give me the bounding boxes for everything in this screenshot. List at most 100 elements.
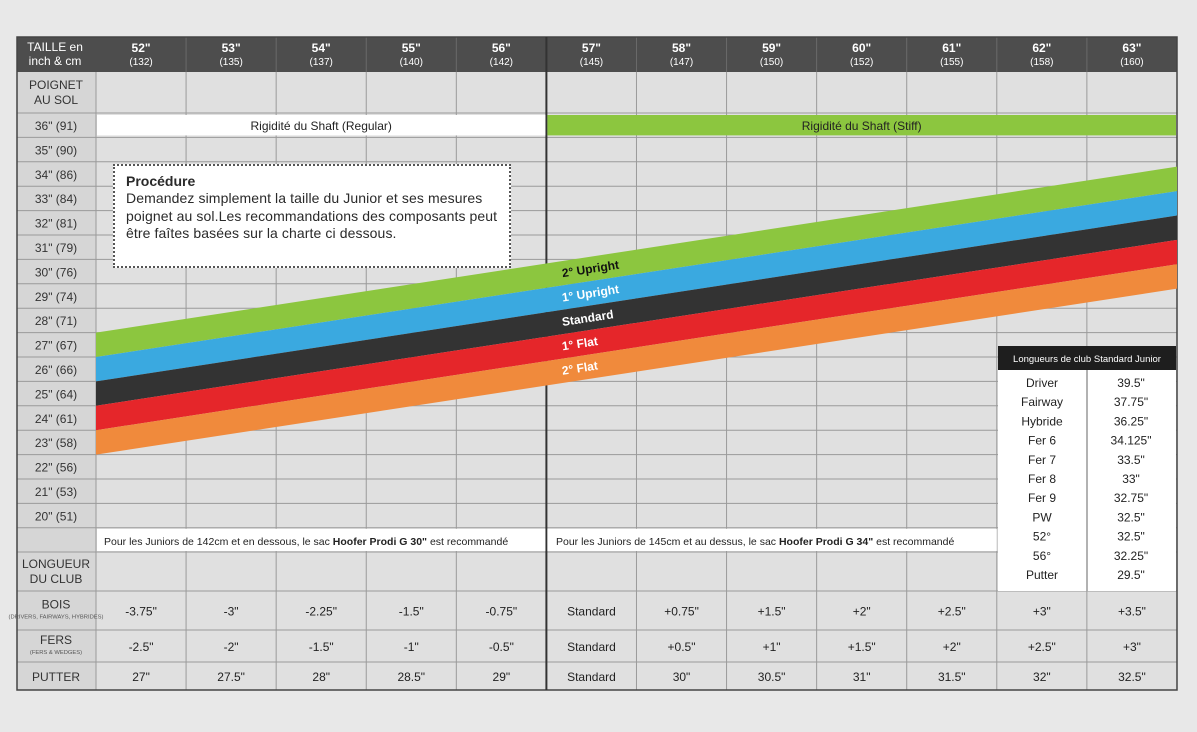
wrist-row-label: 26" (66) <box>35 363 77 377</box>
club-length-value: Standard <box>567 670 616 684</box>
standard-club-length: 39.5" <box>1117 376 1145 390</box>
club-length-value: 31.5" <box>938 670 966 684</box>
bag-right-model: Hoofer Prodi G 34" <box>779 536 873 548</box>
shaft-stiff-label: Rigidité du Shaft (Stiff) <box>802 119 922 133</box>
band-1-upright <box>96 191 1177 382</box>
header-height-cm: (135) <box>219 57 242 68</box>
procedure-title: Procédure <box>126 173 196 189</box>
header-height-cm: (155) <box>940 57 963 68</box>
wrist-row-label: 30" (76) <box>35 265 77 279</box>
band-2-upright <box>96 166 1177 357</box>
standard-club-name: Fer 8 <box>1028 472 1056 486</box>
bag-right-prefix: Pour les Juniors de 145cm et au dessus, … <box>556 536 779 548</box>
wrist-row-label: 35" (90) <box>35 143 77 157</box>
club-length-value: 30.5" <box>758 670 786 684</box>
club-row-label: BOIS <box>42 598 71 612</box>
wrist-row-label: 21" (53) <box>35 485 77 499</box>
club-length-value: Standard <box>567 640 616 654</box>
header-height-cm: (152) <box>850 57 873 68</box>
header-height-inch: 59" <box>762 41 781 55</box>
club-length-value: +0.5" <box>668 640 696 654</box>
wrist-row-label: 27" (67) <box>35 339 77 353</box>
header-row <box>17 37 1177 72</box>
standard-club-name: Fairway <box>1021 395 1063 409</box>
club-length-value: -3.75" <box>125 605 157 619</box>
bag-left-model: Hoofer Prodi G 30" <box>333 536 427 548</box>
wrist-row-label: 32" (81) <box>35 217 77 231</box>
club-length-value: Standard <box>567 605 616 619</box>
band-1-flat <box>96 239 1177 431</box>
bag-left-cell <box>97 528 546 551</box>
club-length-value: 29" <box>493 670 511 684</box>
club-length-value: +2" <box>943 640 961 654</box>
band-label: 2° Flat <box>561 358 599 377</box>
band-label: 1° Flat <box>561 334 599 353</box>
header-height-cm: (158) <box>1030 57 1053 68</box>
club-row-label: PUTTER <box>32 670 80 684</box>
standard-lengths-table <box>998 346 1176 591</box>
header-height-inch: 62" <box>1032 41 1051 55</box>
standard-club-length: 34.125" <box>1111 434 1152 448</box>
bag-left-prefix: Pour les Juniors de 142cm et en dessous,… <box>104 536 333 548</box>
standard-club-length: 33.5" <box>1117 453 1145 467</box>
standard-club-name: Driver <box>1026 376 1058 390</box>
standard-club-name: PW <box>1032 510 1052 524</box>
club-row-sublabel: (FERS & WEDGES) <box>30 650 82 656</box>
club-length-value: -0.5" <box>489 640 514 654</box>
club-row-sublabel: (DRIVERS, FAIRWAYS, HYBRIDES) <box>9 615 104 621</box>
standard-club-name: Fer 9 <box>1028 491 1056 505</box>
standard-club-length: 32.5" <box>1117 510 1145 524</box>
standard-club-name: 56° <box>1033 549 1051 563</box>
header-height-inch: 58" <box>672 41 691 55</box>
club-length-value: 27" <box>132 670 150 684</box>
club-length-value: +1.5" <box>758 605 786 619</box>
header-height-cm: (145) <box>580 57 603 68</box>
header-height-cm: (160) <box>1120 57 1143 68</box>
club-length-value: +2" <box>853 605 871 619</box>
procedure-text: Demandez simplement la taille du Junior … <box>126 190 498 241</box>
row-label-column <box>17 37 96 690</box>
wrist-row-label: 29" (74) <box>35 290 77 304</box>
wrist-row-label: 36" (91) <box>35 119 77 133</box>
header-height-cm: (142) <box>490 57 513 68</box>
club-length-value: +2.5" <box>938 605 966 619</box>
header-height-inch: 63" <box>1122 41 1141 55</box>
standard-club-name: Putter <box>1026 568 1058 582</box>
header-height-cm: (147) <box>670 57 693 68</box>
club-length-value: 32.5" <box>1118 670 1146 684</box>
wrist-row-label: 25" (64) <box>35 387 77 401</box>
header-height-inch: 57" <box>582 41 601 55</box>
club-length-value: -1.5" <box>399 605 424 619</box>
wrist-row-label: 23" (58) <box>35 436 77 450</box>
bag-recommendation-right: Pour les Juniors de 145cm et au dessus, … <box>556 536 954 548</box>
standard-club-length: 29.5" <box>1117 568 1145 582</box>
header-height-inch: 61" <box>942 41 961 55</box>
header-corner-line1: TAILLE en <box>27 40 83 54</box>
club-length-value: +0.75" <box>664 605 699 619</box>
wrist-row-label: 28" (71) <box>35 314 77 328</box>
club-length-value: 28.5" <box>397 670 425 684</box>
standard-club-name: 52° <box>1033 530 1051 544</box>
header-height-cm: (150) <box>760 57 783 68</box>
club-length-value: 27.5" <box>217 670 245 684</box>
standard-lengths-title: Longueurs de club Standard Junior <box>1013 354 1161 365</box>
shaft-regular-label: Rigidité du Shaft (Regular) <box>250 119 391 133</box>
standard-club-length: 32.25" <box>1114 549 1148 563</box>
procedure-box: Procédure Demandez simplement la taille … <box>113 164 511 268</box>
shaft-regular-bar <box>97 115 546 136</box>
header-height-cm: (137) <box>310 57 333 68</box>
club-length-value: -2.25" <box>305 605 337 619</box>
wrist-row-label: 33" (84) <box>35 192 77 206</box>
bag-right-cell <box>547 528 997 551</box>
club-length-value: 31" <box>853 670 871 684</box>
header-height-inch: 52" <box>132 41 151 55</box>
band-2-flat <box>96 264 1177 455</box>
header-height-inch: 60" <box>852 41 871 55</box>
wrist-row-label: 34" (86) <box>35 168 77 182</box>
club-length-value: -2" <box>224 640 239 654</box>
header-height-cm: (140) <box>400 57 423 68</box>
club-length-value: -1" <box>404 640 419 654</box>
band-standard <box>96 215 1177 406</box>
